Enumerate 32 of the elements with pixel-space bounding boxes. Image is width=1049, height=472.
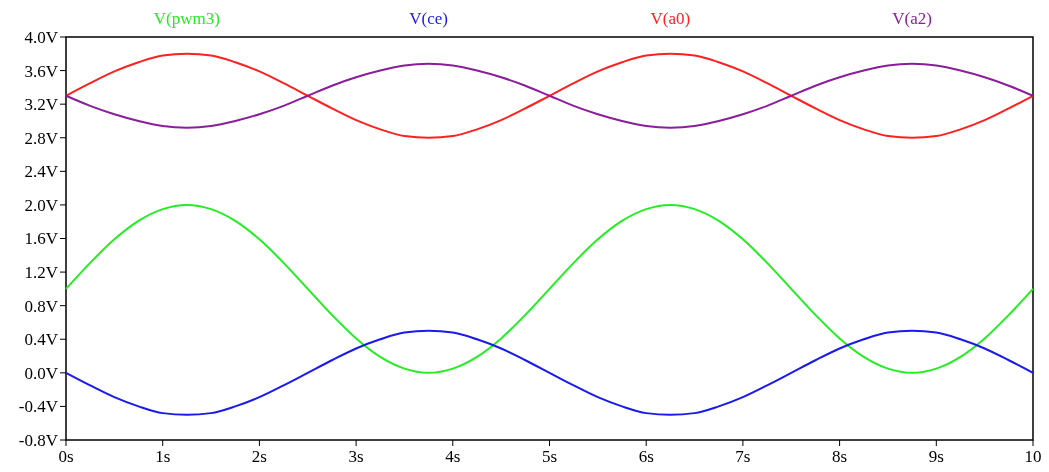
y-tick-label: -0.4V [18,397,59,417]
y-tick-label: 2.4V [24,162,59,182]
y-tick-label: 2.0V [24,195,59,215]
x-tick-label: 9s [928,447,944,466]
y-tick-label: 4.0V [24,27,59,47]
y-tick-label: 0.0V [24,363,59,383]
x-tick-label: 10 [1024,447,1042,466]
line-series [65,203,1034,374]
x-tick-label: 4s [445,447,461,466]
series-label: V(a0) [650,9,691,28]
line-series [65,52,1034,139]
y-tick-label: -0.8V [18,430,59,450]
x-tick-label: 6s [638,447,654,466]
text: V(ce) [409,9,448,28]
text: V(a2) [892,9,932,28]
x-tick-label: 7s [735,447,751,466]
x-tick-label: 3s [348,447,364,466]
x-tick-label: 2s [251,447,267,466]
line-series [65,329,1034,416]
text: V(pwm3) [153,9,220,28]
x-tick-label: 1s [155,447,171,466]
x-tick-label: 8s [832,447,848,466]
x-tick-label: 0s [58,447,74,466]
y-tick-label: 2.8V [24,128,59,148]
y-tick-label: 0.8V [24,296,59,316]
x-tick-label: 5s [541,447,558,466]
line-series [65,62,1034,129]
y-tick-label: 3.6V [24,61,59,81]
y-tick-label: 1.6V [24,229,59,249]
y-tick-label: 3.2V [24,95,59,115]
y-tick-label: 1.2V [24,263,59,283]
y-tick-label: 0.4V [24,330,59,350]
